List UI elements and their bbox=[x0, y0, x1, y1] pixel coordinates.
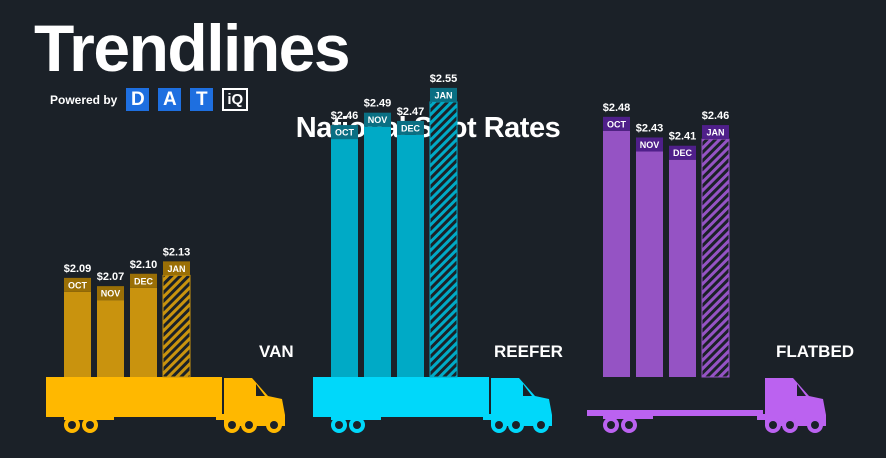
tag-reefer-jan bbox=[430, 87, 457, 102]
reefer-truck-icon bbox=[313, 377, 552, 433]
reefer-hitch bbox=[483, 414, 493, 420]
tag-flatbed-dec bbox=[669, 145, 696, 160]
van-trailer bbox=[46, 377, 222, 417]
value-label-flatbed-oct: $2.48 bbox=[603, 102, 631, 114]
value-label-reefer-nov: $2.49 bbox=[364, 98, 392, 110]
month-label-flatbed-jan: JAN bbox=[706, 128, 724, 138]
bar-reefer-jan bbox=[429, 101, 458, 378]
month-label-reefer-oct: OCT bbox=[335, 128, 355, 138]
month-label-van-dec: DEC bbox=[134, 276, 154, 286]
reefer-trailer bbox=[313, 377, 489, 417]
flatbed-cab bbox=[765, 378, 826, 426]
brand-letter-a: A bbox=[158, 88, 182, 111]
value-label-reefer-oct: $2.46 bbox=[331, 110, 359, 122]
tag-flatbed-jan bbox=[702, 125, 729, 140]
bar-reefer-dec bbox=[397, 134, 424, 377]
tag-van-nov bbox=[97, 286, 124, 301]
value-label-flatbed-nov: $2.43 bbox=[636, 122, 664, 134]
van-cab-window bbox=[256, 384, 265, 396]
trucks-layer bbox=[46, 377, 826, 433]
powered-by-text: Powered by bbox=[50, 92, 118, 107]
reefer-label: REEFER bbox=[494, 342, 563, 361]
van-wheel-hub bbox=[228, 421, 236, 429]
bar-reefer-nov bbox=[364, 126, 391, 378]
flatbed-deck bbox=[587, 410, 763, 416]
van-cab bbox=[224, 378, 285, 426]
flatbed-truck-icon bbox=[587, 378, 826, 433]
reefer-wheel-hub bbox=[512, 421, 520, 429]
bar-flatbed-oct bbox=[603, 130, 630, 377]
month-label-van-oct: OCT bbox=[68, 280, 88, 290]
reefer-wheel-hub bbox=[335, 421, 343, 429]
tag-van-oct bbox=[64, 277, 91, 292]
bar-reefer-oct bbox=[331, 139, 358, 377]
tag-flatbed-nov bbox=[636, 137, 663, 152]
month-label-van-nov: NOV bbox=[101, 289, 121, 299]
flatbed-wheel-hub bbox=[769, 421, 777, 429]
flatbed-wheel-hub bbox=[811, 421, 819, 429]
month-label-flatbed-oct: OCT bbox=[607, 119, 627, 129]
bars-layer: OCT $2.09 NOV $2.07 DEC $2.10 JAN $2.13 OCT $2.46… bbox=[64, 73, 730, 378]
month-label-reefer-nov: NOV bbox=[368, 115, 388, 125]
bar-van-dec bbox=[130, 287, 157, 377]
value-label-van-nov: $2.07 bbox=[97, 271, 125, 283]
flatbed-wheel-hub bbox=[607, 421, 615, 429]
month-label-flatbed-dec: DEC bbox=[673, 148, 693, 158]
van-label: VAN bbox=[259, 342, 294, 361]
tag-reefer-dec bbox=[397, 120, 424, 135]
reefer-cab bbox=[491, 378, 552, 426]
tag-van-dec bbox=[130, 273, 157, 288]
brand-suffix: iQ bbox=[222, 88, 249, 111]
van-truck-icon bbox=[46, 377, 285, 433]
bar-van-oct bbox=[64, 291, 91, 377]
powered-by: Powered by D A T iQ bbox=[50, 88, 249, 111]
value-label-van-oct: $2.09 bbox=[64, 263, 92, 275]
month-label-flatbed-nov: NOV bbox=[640, 140, 660, 150]
reefer-wheel-hub bbox=[537, 421, 545, 429]
value-label-van-jan: $2.13 bbox=[163, 246, 191, 258]
van-wheel-hub bbox=[86, 421, 94, 429]
value-label-reefer-dec: $2.47 bbox=[397, 106, 425, 118]
reefer-cab-window bbox=[523, 384, 532, 396]
flatbed-wheel-hub bbox=[786, 421, 794, 429]
value-label-flatbed-dec: $2.41 bbox=[669, 131, 697, 143]
bar-van-jan bbox=[162, 274, 191, 378]
value-label-reefer-jan: $2.55 bbox=[430, 73, 458, 85]
value-label-flatbed-jan: $2.46 bbox=[702, 110, 730, 122]
flatbed-deck-skirt bbox=[603, 414, 653, 419]
reefer-wheel-hub bbox=[495, 421, 503, 429]
flatbed-cab-window bbox=[797, 384, 806, 396]
flatbed-wheel-hub bbox=[625, 421, 633, 429]
tag-reefer-oct bbox=[331, 125, 358, 140]
van-hitch bbox=[216, 414, 226, 420]
bar-flatbed-nov bbox=[636, 151, 663, 377]
van-wheel-hub bbox=[68, 421, 76, 429]
month-label-reefer-dec: DEC bbox=[401, 123, 421, 133]
tag-reefer-nov bbox=[364, 112, 391, 127]
tag-flatbed-oct bbox=[603, 116, 630, 131]
brand-letter-t: T bbox=[190, 88, 214, 111]
bar-flatbed-jan bbox=[701, 138, 730, 378]
tag-van-jan bbox=[163, 261, 190, 276]
month-label-reefer-jan: JAN bbox=[434, 90, 452, 100]
brand-letter-d: D bbox=[126, 88, 150, 111]
bar-van-nov bbox=[97, 300, 124, 377]
page-title: Trendlines bbox=[34, 11, 351, 85]
flatbed-hitch bbox=[757, 414, 767, 420]
bar-flatbed-dec bbox=[669, 159, 696, 377]
month-label-van-jan: JAN bbox=[167, 264, 185, 274]
van-wheel-hub bbox=[270, 421, 278, 429]
value-label-van-dec: $2.10 bbox=[130, 259, 158, 271]
flatbed-label: FLATBED bbox=[776, 342, 855, 361]
reefer-wheel-hub bbox=[353, 421, 361, 429]
van-wheel-hub bbox=[245, 421, 253, 429]
